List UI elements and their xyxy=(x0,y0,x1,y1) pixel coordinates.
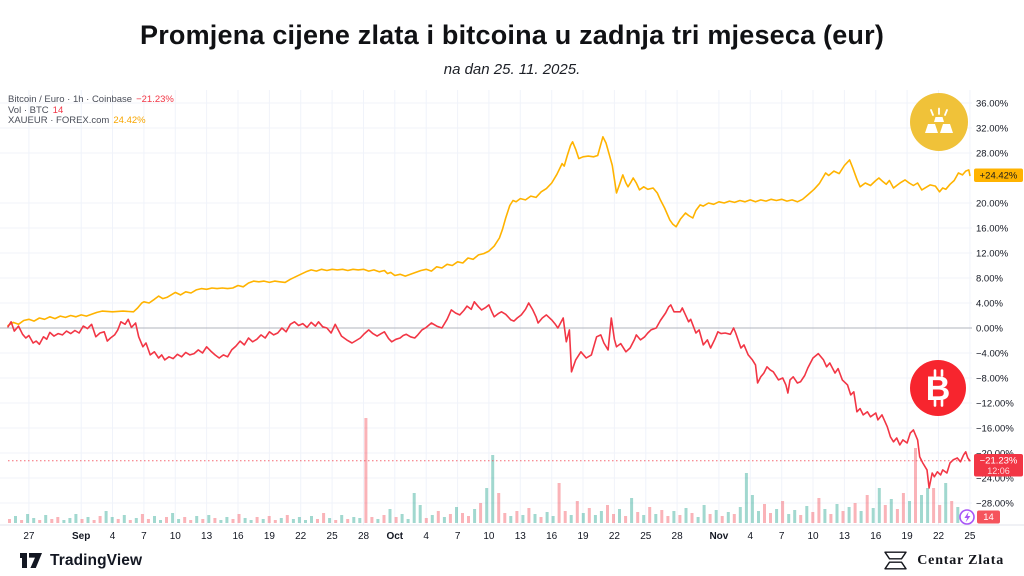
svg-text:20.00%: 20.00% xyxy=(976,198,1009,209)
chart-legend: Bitcoin / Euro · 1h · Coinbase −21.23% Vo… xyxy=(8,94,174,127)
svg-text:−4.00%: −4.00% xyxy=(976,348,1009,359)
svg-text:13: 13 xyxy=(515,531,527,542)
svg-text:25: 25 xyxy=(640,531,652,542)
svg-text:13: 13 xyxy=(201,531,213,542)
volume-value-badge: 14 xyxy=(977,510,1000,524)
chart-canvas[interactable]: 36.00% 32.00% 28.00% 20.00% 16.00% 12.00% 8.00… xyxy=(0,88,1024,545)
gold-price-badge: +24.42% xyxy=(974,168,1023,182)
volume-value-badge-text: 14 xyxy=(983,512,994,523)
svg-text:19: 19 xyxy=(264,531,276,542)
svg-text:10: 10 xyxy=(807,531,819,542)
gold-price-badge-value: +24.42% xyxy=(980,171,1018,182)
page-subtitle: na dan 25. 11. 2025. xyxy=(443,61,581,78)
legend-volume[interactable]: Vol · BTC 14 xyxy=(8,104,174,117)
svg-text:−12.00%: −12.00% xyxy=(976,398,1014,409)
legend-symbol-gold[interactable]: XAUEUR · FOREX.com 24.42% xyxy=(8,115,174,127)
legend-gold-change: 24.42% xyxy=(113,115,146,126)
svg-text:13: 13 xyxy=(839,531,851,542)
svg-text:12.00%: 12.00% xyxy=(976,248,1009,259)
chart-area: Bitcoin / Euro · 1h · Coinbase −21.23% Vo… xyxy=(0,88,1024,545)
tradingview-logo[interactable]: TradingView xyxy=(20,552,142,570)
svg-text:−28.00%: −28.00% xyxy=(976,498,1014,509)
svg-text:4: 4 xyxy=(748,531,754,542)
price-lines xyxy=(7,136,971,489)
svg-text:22: 22 xyxy=(295,531,307,542)
volume-flash-icon[interactable] xyxy=(959,509,975,525)
svg-text:4: 4 xyxy=(110,531,116,542)
svg-text:19: 19 xyxy=(902,531,914,542)
legend-symbol-bitcoin-label: Bitcoin / Euro · 1h · Coinbase xyxy=(8,94,133,105)
svg-text:4.00%: 4.00% xyxy=(976,298,1003,309)
centar-zlata-logo-text: Centar Zlata xyxy=(917,552,1004,568)
svg-text:22: 22 xyxy=(609,531,621,542)
bitcoin-price-badge-value: −21.23% xyxy=(980,456,1018,467)
axes: 36.00% 32.00% 28.00% 20.00% 16.00% 12.00% 8.00… xyxy=(0,98,1024,542)
legend-volume-value: 14 xyxy=(52,104,64,116)
svg-text:7: 7 xyxy=(141,531,147,542)
tradingview-logo-text: TradingView xyxy=(50,551,143,569)
svg-text:4: 4 xyxy=(423,531,429,542)
svg-text:16: 16 xyxy=(232,531,244,542)
svg-text:36.00%: 36.00% xyxy=(976,98,1009,109)
bitcoin-icon: B xyxy=(910,360,966,416)
header: Promjena cijene zlata i bitcoina u zadnj… xyxy=(0,0,1024,88)
volume-bars xyxy=(8,418,960,523)
svg-text:0.00%: 0.00% xyxy=(976,323,1003,334)
legend-symbol-bitcoin[interactable]: Bitcoin / Euro · 1h · Coinbase −21.23% xyxy=(8,94,174,106)
svg-text:16: 16 xyxy=(546,531,558,542)
gold-bars-outline-icon xyxy=(884,551,907,570)
gold-icon xyxy=(910,93,968,151)
legend-volume-label: Vol · BTC xyxy=(8,104,49,116)
svg-text:16.00%: 16.00% xyxy=(976,223,1009,234)
svg-text:28.00%: 28.00% xyxy=(976,148,1009,159)
svg-text:−24.00%: −24.00% xyxy=(976,473,1014,484)
centar-zlata-logo[interactable]: Centar Zlata xyxy=(882,551,1004,570)
svg-text:28: 28 xyxy=(358,531,370,542)
svg-text:32.00%: 32.00% xyxy=(976,123,1009,134)
svg-text:19: 19 xyxy=(577,531,589,542)
svg-text:Sep: Sep xyxy=(72,531,90,542)
svg-text:25: 25 xyxy=(327,531,339,542)
svg-text:−20.00%: −20.00% xyxy=(976,448,1014,459)
svg-text:Oct: Oct xyxy=(386,531,403,542)
footer: TradingView Centar Zlata xyxy=(0,545,1024,576)
bitcoin-price-badge: −21.23% 12:06 xyxy=(974,454,1023,477)
svg-text:27: 27 xyxy=(23,531,35,542)
grid-lines xyxy=(0,90,972,525)
svg-text:−8.00%: −8.00% xyxy=(976,373,1009,384)
svg-text:28: 28 xyxy=(672,531,684,542)
svg-text:7: 7 xyxy=(455,531,461,542)
svg-text:10: 10 xyxy=(170,531,182,542)
bitcoin-price-badge-time: 12:06 xyxy=(987,466,1010,476)
svg-text:7: 7 xyxy=(779,531,785,542)
svg-text:−16.00%: −16.00% xyxy=(976,423,1014,434)
svg-text:8.00%: 8.00% xyxy=(976,273,1003,284)
legend-bitcoin-change: −21.23% xyxy=(136,94,174,105)
page-title: Promjena cijene zlata i bitcoina u zadnj… xyxy=(139,20,885,50)
svg-text:10: 10 xyxy=(483,531,495,542)
svg-text:Nov: Nov xyxy=(709,531,728,542)
tradingview-logo-icon xyxy=(20,553,42,568)
svg-text:16: 16 xyxy=(870,531,882,542)
legend-symbol-gold-label: XAUEUR · FOREX.com xyxy=(8,115,110,126)
svg-text:22: 22 xyxy=(933,531,945,542)
bitcoin-b-glyph: B xyxy=(926,370,951,408)
svg-text:25: 25 xyxy=(964,531,976,542)
